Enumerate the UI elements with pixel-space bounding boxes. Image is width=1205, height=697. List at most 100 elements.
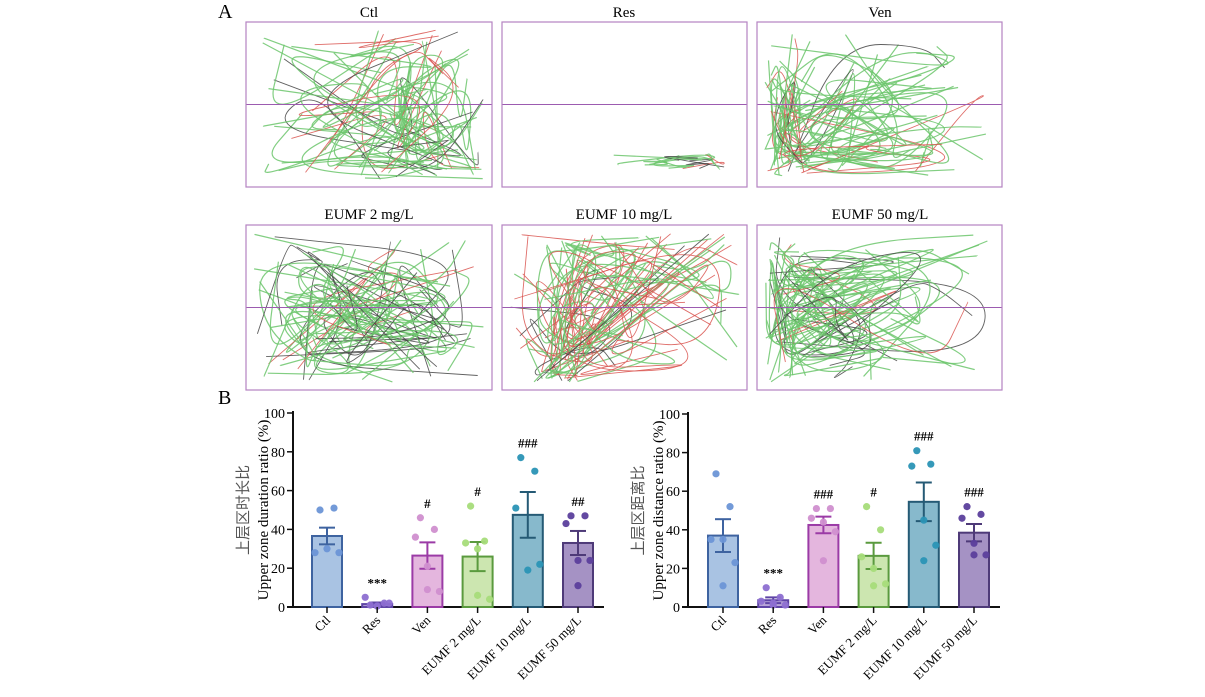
x-tick-label: Ven <box>409 612 434 637</box>
data-point <box>858 553 866 561</box>
data-point <box>719 582 727 590</box>
tank-frame <box>501 21 748 188</box>
data-point <box>335 549 343 557</box>
trajectory-path <box>296 246 421 370</box>
y-tick-label: 40 <box>666 524 680 539</box>
trajectory-path <box>336 159 482 170</box>
trajectory-path <box>395 87 448 129</box>
significance-label: ### <box>964 485 984 500</box>
trajectory-path <box>259 263 428 354</box>
trajectory-path <box>262 42 444 180</box>
data-point <box>920 516 928 524</box>
trajectory-path <box>544 263 669 379</box>
trajectory-lines <box>254 233 484 383</box>
trajectory-path <box>791 73 907 146</box>
trajectory-path <box>346 272 446 364</box>
x-tick-label: Ven <box>805 612 830 637</box>
trajectory-panel-title: Ven <box>868 5 892 21</box>
y-axis-title: 上层区距离比 Upper zone distance ratio (%) <box>630 421 667 601</box>
trajectory-path <box>783 273 849 341</box>
data-point <box>562 519 570 528</box>
trajectory-path <box>682 153 725 170</box>
trajectory-path <box>311 78 404 131</box>
trajectory-panel-title: EUMF 50 mg/L <box>832 207 929 223</box>
trajectory-path <box>765 126 983 150</box>
significance-label: # <box>424 496 431 511</box>
x-tick-label: Ctl <box>311 612 333 634</box>
data-point <box>423 562 431 570</box>
trajectory-path <box>770 249 931 383</box>
trajectory-path <box>812 240 988 323</box>
trajectory-path <box>329 285 358 331</box>
trajectory-path <box>781 276 986 352</box>
data-point <box>581 512 589 520</box>
trajectory-path <box>566 233 671 320</box>
data-point <box>882 580 890 588</box>
significance-label: # <box>870 485 877 500</box>
significance-label: # <box>474 484 481 499</box>
trajectory-path <box>272 38 397 105</box>
tank-frame <box>501 224 748 391</box>
trajectory-path <box>327 40 429 167</box>
trajectory-path <box>543 248 635 383</box>
trajectory-path <box>290 115 387 170</box>
data-point <box>970 539 978 547</box>
trajectory-path <box>845 34 950 164</box>
trajectory-lines <box>613 153 725 170</box>
trajectory-path <box>644 156 721 170</box>
trajectory-lines <box>764 34 987 177</box>
trajectory-path <box>399 265 440 377</box>
y-tick-label: 0 <box>673 601 680 616</box>
trajectory-path <box>782 263 841 295</box>
significance-label: *** <box>367 575 387 590</box>
x-tick-label: Res <box>359 613 383 637</box>
trajectory-path <box>559 275 740 365</box>
trajectory-path <box>827 54 879 172</box>
data-point <box>963 503 971 511</box>
y-tick-label: 40 <box>271 523 285 538</box>
trajectory-path <box>814 250 975 371</box>
trajectory-path <box>825 66 926 120</box>
trajectory-path <box>323 264 456 342</box>
trajectory-panel: EUMF 10 mg/L <box>501 207 748 391</box>
trajectory-path <box>787 44 945 172</box>
trajectory-path <box>335 320 473 372</box>
trajectory-path <box>766 71 805 173</box>
trajectory-panel-title: Res <box>613 5 636 21</box>
trajectory-path <box>557 301 686 330</box>
trajectory-path <box>664 156 725 168</box>
trajectory-lines <box>765 234 988 383</box>
data-point <box>411 533 419 541</box>
panel-letter-b: B <box>218 387 231 409</box>
data-point <box>807 514 816 522</box>
data-point <box>486 595 494 603</box>
trajectory-path <box>773 66 929 176</box>
trajectory-path <box>381 57 460 173</box>
significance-label: ## <box>572 494 586 509</box>
significance-label: ### <box>914 429 934 444</box>
trajectory-path <box>274 236 449 321</box>
data-point <box>517 454 525 462</box>
trajectory-path <box>778 41 811 148</box>
trajectory-path <box>868 295 921 380</box>
trajectory-path <box>510 306 611 381</box>
trajectory-path <box>797 45 948 153</box>
trajectory-path <box>768 287 891 339</box>
data-point <box>726 503 734 511</box>
data-point <box>361 593 369 601</box>
tank-frame <box>756 21 1003 188</box>
trajectory-path <box>769 242 952 368</box>
data-point <box>531 467 539 475</box>
trajectory-path <box>775 82 803 164</box>
trajectory-path <box>266 337 471 358</box>
trajectory-path <box>564 235 659 291</box>
trajectory-path <box>314 41 446 170</box>
trajectory-path <box>514 254 721 346</box>
data-point <box>970 551 978 559</box>
trajectory-path <box>417 64 468 154</box>
y-tick-label: 80 <box>666 447 680 462</box>
data-point <box>416 514 424 522</box>
y-axis-title-cn: 上层区距离比 <box>630 465 647 555</box>
y-tick-label: 60 <box>271 485 285 500</box>
